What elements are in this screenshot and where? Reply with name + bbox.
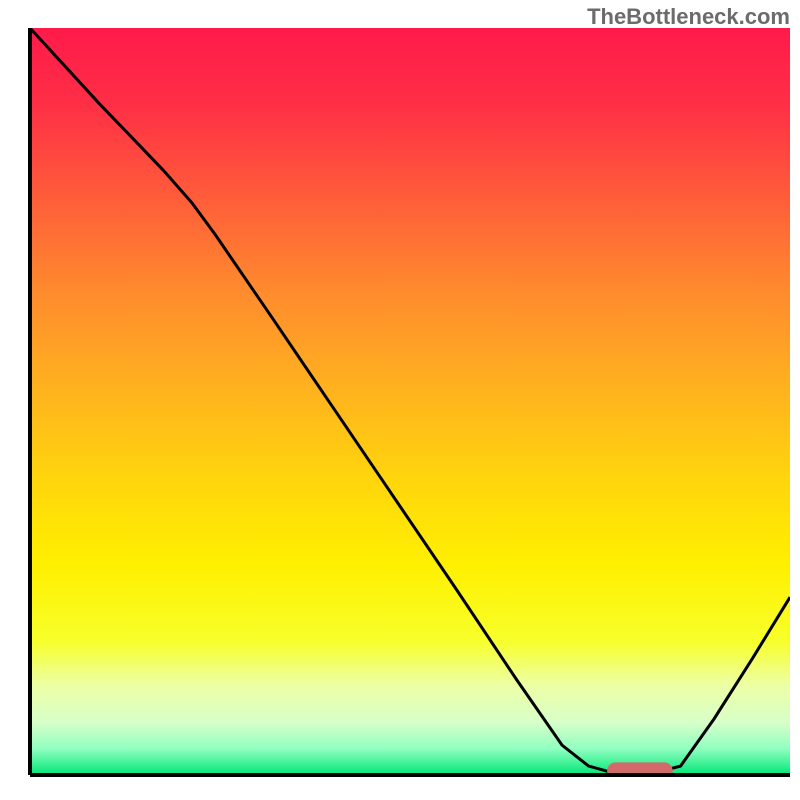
watermark-text: TheBottleneck.com (587, 4, 790, 30)
chart-container: TheBottleneck.com (0, 0, 800, 800)
bottleneck-chart (0, 0, 800, 800)
chart-background (30, 28, 790, 775)
